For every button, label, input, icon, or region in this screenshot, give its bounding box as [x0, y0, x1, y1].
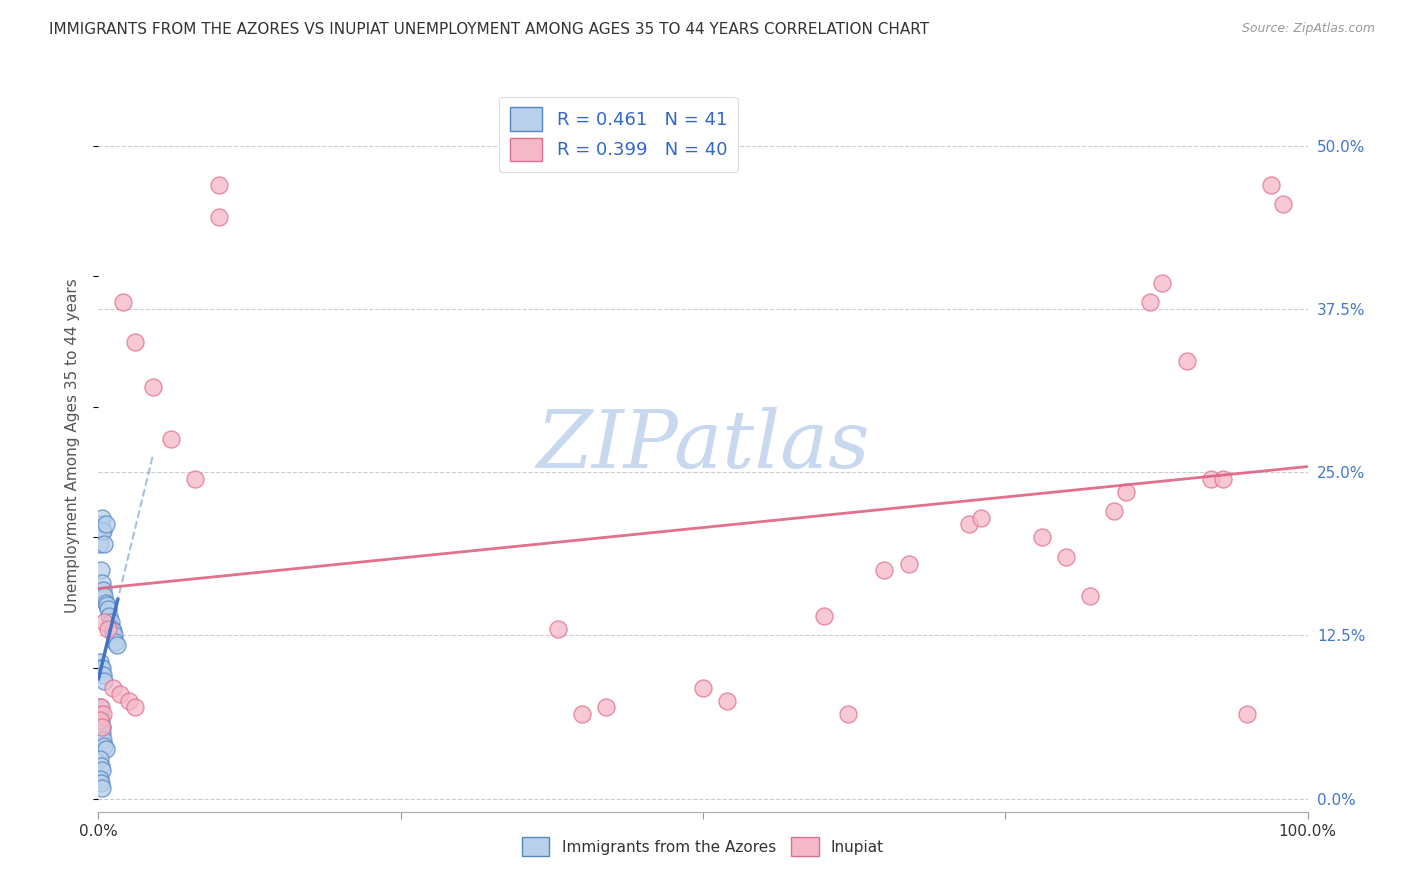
- Point: [94, 742, 117, 756]
- Point: [89, 700, 111, 714]
- Point: [1236, 706, 1258, 721]
- Point: [91, 726, 114, 740]
- Point: [1260, 178, 1282, 192]
- Point: [124, 700, 146, 714]
- Point: [97, 622, 120, 636]
- Point: [100, 622, 122, 636]
- Point: [96, 599, 118, 613]
- Point: [957, 517, 980, 532]
- Point: [547, 622, 569, 636]
- Point: [91, 661, 114, 675]
- Point: [1102, 504, 1125, 518]
- Point: [89, 655, 111, 669]
- Point: [1175, 354, 1198, 368]
- Point: [91, 720, 114, 734]
- Point: [103, 628, 125, 642]
- Point: [91, 667, 114, 681]
- Point: [91, 720, 114, 734]
- Point: [111, 295, 134, 310]
- Point: [1152, 276, 1174, 290]
- Point: [970, 511, 993, 525]
- Point: [118, 694, 141, 708]
- Point: [91, 511, 114, 525]
- Y-axis label: Unemployment Among Ages 35 to 44 years: Unemployment Among Ages 35 to 44 years: [65, 278, 80, 614]
- Point: [93, 674, 115, 689]
- Point: [94, 596, 117, 610]
- Point: [692, 681, 714, 695]
- Point: [89, 772, 111, 786]
- Point: [93, 537, 115, 551]
- Point: [1272, 197, 1295, 211]
- Point: [89, 537, 111, 551]
- Point: [90, 700, 112, 714]
- Point: [142, 380, 165, 394]
- Point: [716, 694, 738, 708]
- Point: [91, 576, 114, 591]
- Point: [93, 739, 115, 754]
- Point: [897, 557, 920, 571]
- Point: [571, 706, 593, 721]
- Point: [108, 687, 131, 701]
- Point: [184, 472, 207, 486]
- Point: [1199, 472, 1222, 486]
- Point: [873, 563, 896, 577]
- Point: [90, 720, 112, 734]
- Point: [90, 661, 112, 675]
- Point: [595, 700, 617, 714]
- Point: [97, 602, 120, 616]
- Point: [837, 706, 859, 721]
- Point: [90, 563, 112, 577]
- Point: [91, 706, 114, 721]
- Point: [101, 624, 124, 639]
- Point: [90, 714, 112, 728]
- Point: [91, 524, 114, 538]
- Point: [100, 615, 122, 630]
- Point: [91, 524, 114, 538]
- Text: ZIPatlas: ZIPatlas: [536, 408, 870, 484]
- Point: [89, 714, 111, 728]
- Point: [93, 589, 115, 603]
- Point: [1031, 530, 1053, 544]
- Legend: Immigrants from the Azores, Inupiat: Immigrants from the Azores, Inupiat: [516, 830, 890, 863]
- Point: [1115, 484, 1137, 499]
- Point: [208, 178, 231, 192]
- Point: [90, 517, 112, 532]
- Point: [1054, 549, 1077, 564]
- Point: [91, 781, 114, 796]
- Point: [160, 433, 183, 447]
- Point: [1139, 295, 1161, 310]
- Point: [89, 752, 111, 766]
- Point: [208, 211, 231, 225]
- Point: [1212, 472, 1234, 486]
- Point: [101, 681, 124, 695]
- Point: [91, 582, 114, 597]
- Text: IMMIGRANTS FROM THE AZORES VS INUPIAT UNEMPLOYMENT AMONG AGES 35 TO 44 YEARS COR: IMMIGRANTS FROM THE AZORES VS INUPIAT UN…: [49, 22, 929, 37]
- Point: [104, 635, 127, 649]
- Point: [89, 706, 111, 721]
- Point: [1078, 589, 1101, 603]
- Point: [98, 608, 121, 623]
- Point: [90, 759, 112, 773]
- Point: [91, 763, 114, 777]
- Point: [90, 776, 112, 790]
- Point: [94, 517, 117, 532]
- Text: Source: ZipAtlas.com: Source: ZipAtlas.com: [1241, 22, 1375, 36]
- Point: [124, 334, 146, 349]
- Point: [105, 638, 128, 652]
- Point: [93, 615, 115, 630]
- Point: [813, 608, 835, 623]
- Point: [91, 732, 114, 747]
